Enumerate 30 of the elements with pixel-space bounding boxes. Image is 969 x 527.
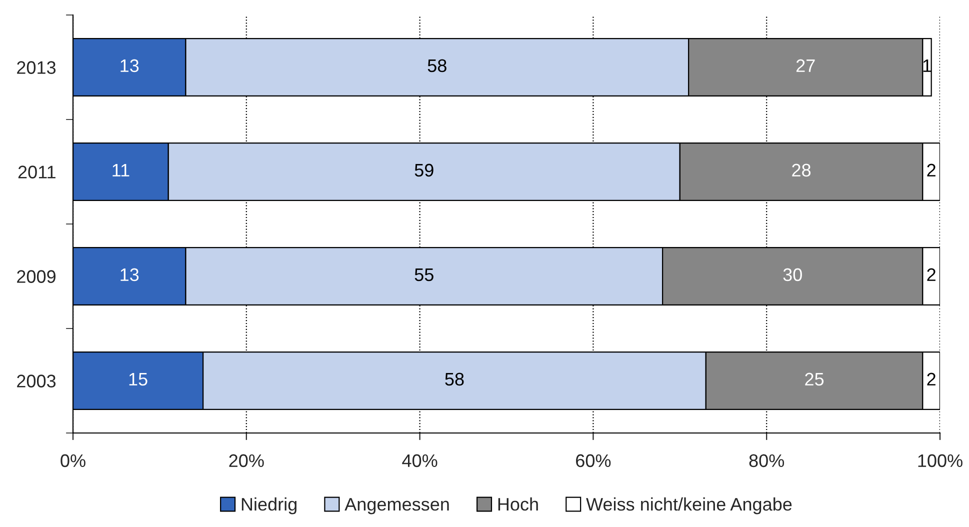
y-tick-label: 2003 — [17, 374, 56, 388]
data-label: 13 — [120, 59, 139, 72]
legend-label: Weiss nicht/keine Angabe — [586, 497, 792, 514]
data-label: 58 — [428, 59, 446, 72]
legend-label: Angemessen — [344, 498, 449, 514]
legend-label: Niedrig — [242, 497, 296, 514]
data-label: 13 — [120, 268, 139, 282]
data-label: 59 — [414, 164, 434, 177]
data-label: 25 — [805, 372, 824, 386]
y-tick-label: 2009 — [17, 270, 56, 283]
y-tick-label: 2011 — [18, 166, 56, 178]
x-tick-label: 100% — [918, 454, 962, 468]
data-label: 2 — [927, 164, 936, 176]
x-tick-label: 80% — [749, 454, 784, 468]
data-label: 27 — [796, 59, 815, 72]
data-label: 55 — [414, 268, 434, 282]
data-label: 2 — [927, 372, 936, 386]
x-tick-label: 40% — [402, 454, 438, 468]
legend-label: Hoch — [498, 497, 538, 511]
data-label: 15 — [129, 372, 148, 386]
x-tick-label: 0% — [60, 454, 86, 468]
data-label: 30 — [783, 268, 802, 282]
data-label: 58 — [445, 372, 464, 386]
data-label: 11 — [112, 164, 130, 176]
y-tick-label: 2013 — [17, 61, 56, 74]
data-label: 1 — [923, 59, 932, 72]
data-label: 2 — [927, 268, 936, 281]
x-tick-label: 60% — [576, 454, 611, 468]
data-label: 28 — [792, 164, 811, 177]
x-tick-label: 20% — [229, 454, 264, 468]
